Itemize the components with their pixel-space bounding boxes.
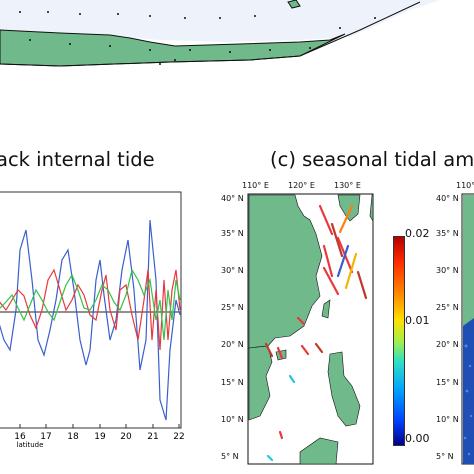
lon-tick-label: 110° E (456, 181, 474, 190)
map-c-mainland (248, 194, 323, 349)
map-c-tracks (264, 204, 368, 462)
lat-tick-label: 10° N (221, 415, 244, 424)
lat-tick-label: 5° N (436, 452, 454, 461)
lat-tick-label: 25° N (221, 303, 244, 312)
map-c-korea (337, 194, 361, 222)
lat-tick-label: 15° N (436, 378, 459, 387)
map-c-borneo (299, 437, 339, 465)
x-axis-label: latitude (17, 441, 44, 449)
x-tick-label: 20 (120, 432, 132, 442)
lon-tick-label: 130° E (334, 181, 361, 190)
colorbar-label-mid: 0.01 (405, 314, 430, 327)
x-tick-label: 21 (147, 432, 158, 442)
x-tick-label: 18 (67, 432, 79, 442)
x-tick-label: 19 (94, 432, 106, 442)
series-red-line (0, 268, 181, 351)
lat-tick-label: 40° N (221, 194, 244, 203)
map-c-philippines (327, 351, 361, 427)
series-blue-line (0, 219, 181, 421)
lat-tick-label: 20° N (221, 340, 244, 349)
top-map-gridpoints (19, 11, 376, 65)
colorbar-label-max: 0.02 (405, 227, 430, 240)
lat-tick-label: 5° N (221, 452, 239, 461)
x-tick-label: 22 (173, 432, 184, 442)
map-c-taiwan (321, 299, 331, 319)
lat-tick-label: 30° N (436, 266, 459, 275)
line-plot: 16 17 18 19 20 21 22 latitude (0, 191, 185, 449)
panel-c-title: (c) seasonal tidal am (270, 148, 474, 171)
series-green-line (0, 268, 181, 341)
lat-tick-label: 20° N (436, 340, 459, 349)
lat-tick-label: 30° N (221, 266, 244, 275)
lat-tick-label: 10° N (436, 415, 459, 424)
map-d-ocean-specks (463, 344, 473, 456)
lat-tick-label: 35° N (436, 229, 459, 238)
lat-tick-label: 15° N (221, 378, 244, 387)
colorbar-label-min: 0.00 (405, 432, 430, 445)
lon-tick-label: 110° E (242, 181, 269, 190)
top-map-island (287, 0, 301, 9)
colorbar (393, 236, 405, 446)
map-c-japan (369, 194, 374, 223)
x-tick-label: 16 (14, 432, 26, 442)
x-tick-marks (19, 424, 180, 428)
lon-tick-label: 120° E (288, 181, 315, 190)
lat-tick-label: 25° N (436, 303, 459, 312)
lat-tick-label: 35° N (221, 229, 244, 238)
top-map-land (0, 0, 440, 42)
map-d-land (463, 195, 474, 326)
lat-tick-label: 40° N (436, 194, 459, 203)
map-d-ocean (463, 318, 474, 464)
top-map (0, 0, 440, 67)
map-c: 110° E 120° E 130° E 40° N 35° N 30° N 2… (221, 181, 374, 465)
x-tick-label: 17 (40, 432, 51, 442)
panel-b-title: ack internal tide (0, 148, 155, 171)
map-d: 110° E 40° N 35° N 30° N 25° N 20° N 15°… (436, 181, 474, 465)
top-map-edge (0, 1, 421, 67)
